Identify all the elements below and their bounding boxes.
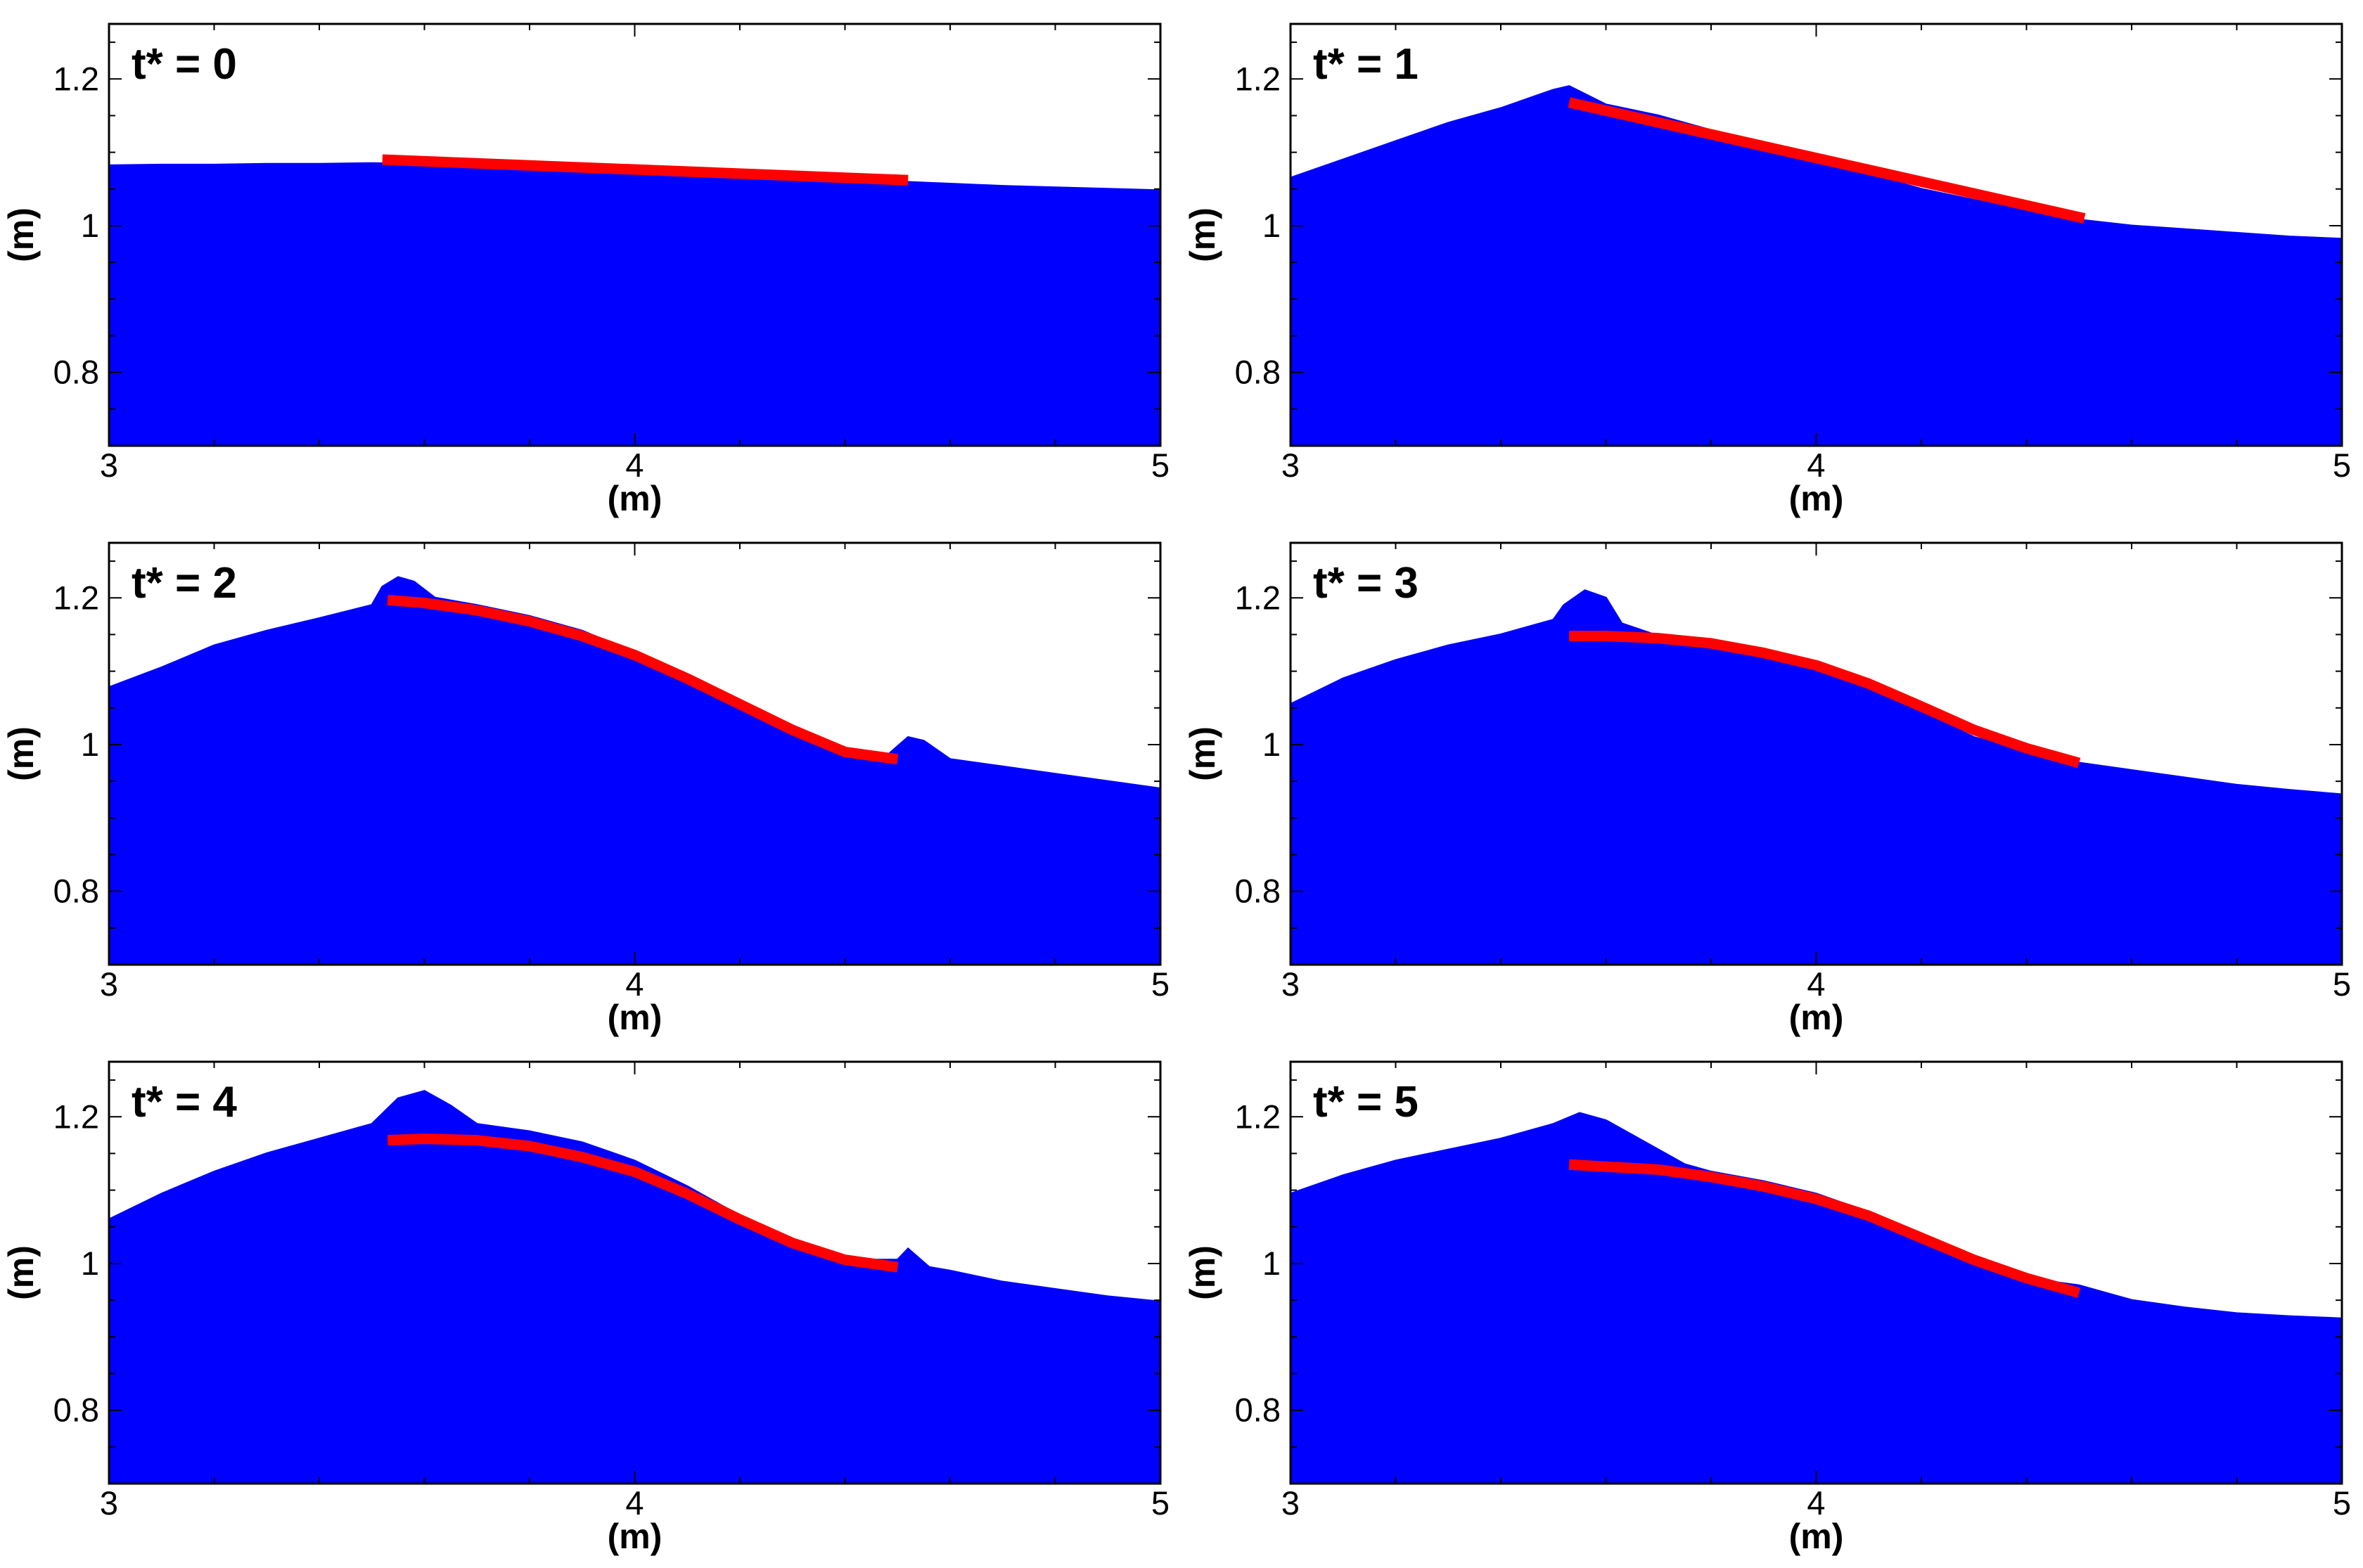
- plot-area: [1291, 589, 2342, 965]
- x-tick-label: 5: [2333, 965, 2351, 1003]
- panel-title: t* = 5: [1313, 1078, 1419, 1126]
- panel-title: t* = 1: [1313, 40, 1419, 89]
- plate-line: [382, 154, 909, 186]
- y-tick-label: 1: [1262, 726, 1281, 763]
- plot-area: [109, 1090, 1160, 1484]
- panel-title: t* = 3: [1313, 559, 1419, 608]
- y-tick-label: 1: [81, 726, 99, 763]
- x-tick-label: 3: [100, 446, 118, 484]
- y-axis-label: (m): [1183, 726, 1222, 781]
- panel-title: t* = 0: [132, 40, 237, 89]
- plot-area: [1291, 85, 2342, 446]
- fluid-area: [1291, 589, 2342, 965]
- y-tick-label: 0.8: [1235, 354, 1281, 391]
- fluid-area: [1291, 85, 2342, 446]
- panel-title: t* = 2: [132, 559, 237, 608]
- plate-line: [1568, 1159, 2081, 1298]
- y-tick-label: 1.2: [53, 1098, 99, 1135]
- y-tick-label: 1.2: [1235, 60, 1281, 97]
- panel-5: 3 4 5 0.8 1 1.2 (m) (m) t* = 5: [1183, 1060, 2351, 1556]
- panel-0: 3 4 5 0.8 1 1.2 (m) (m) t* = 0: [1, 23, 1170, 518]
- fluid-area: [109, 162, 1160, 446]
- x-axis-label: (m): [608, 479, 662, 518]
- panel-3: 3 4 5 0.8 1 1.2 (m) (m) t* = 3: [1183, 541, 2351, 1037]
- x-tick-label: 3: [100, 965, 118, 1003]
- y-tick-label: 1.2: [1235, 1098, 1281, 1135]
- y-tick-label: 1: [1262, 1245, 1281, 1282]
- fluid-area: [109, 1090, 1160, 1484]
- panel-2: 3 4 5 0.8 1 1.2 (m) (m) t* = 2: [1, 541, 1170, 1037]
- x-tick-label: 5: [1151, 446, 1170, 484]
- y-axis-label: (m): [1183, 207, 1222, 262]
- y-axis-label: (m): [1183, 1245, 1222, 1300]
- x-tick-label: 5: [2333, 446, 2351, 484]
- plot-area: [1291, 1112, 2342, 1484]
- panel-1: 3 4 5 0.8 1 1.2 (m) (m) t* = 1: [1183, 23, 2351, 518]
- fluid-area: [109, 576, 1160, 965]
- plot-area: [109, 154, 1160, 446]
- x-tick-label: 4: [625, 965, 643, 1003]
- y-tick-label: 0.8: [53, 354, 99, 391]
- x-tick-label: 4: [625, 1484, 643, 1522]
- panel-4: 3 4 5 0.8 1 1.2 (m) (m) t* = 4: [1, 1060, 1170, 1556]
- y-tick-label: 1.2: [53, 60, 99, 97]
- y-tick-label: 0.8: [1235, 1392, 1281, 1429]
- y-tick-label: 1: [81, 207, 99, 244]
- plate-line: [1568, 97, 2086, 224]
- x-axis-label: (m): [608, 998, 662, 1037]
- x-tick-label: 4: [625, 446, 643, 484]
- y-tick-label: 1: [1262, 207, 1281, 244]
- x-tick-label: 3: [1281, 1484, 1300, 1522]
- x-tick-label: 3: [1281, 965, 1300, 1003]
- x-tick-label: 5: [1151, 965, 1170, 1003]
- x-tick-label: 4: [1807, 1484, 1825, 1522]
- x-tick-label: 3: [1281, 446, 1300, 484]
- y-axis-label: (m): [1, 726, 41, 781]
- fluid-area: [1291, 1112, 2342, 1484]
- x-axis-label: (m): [1789, 998, 1844, 1037]
- y-tick-label: 1: [81, 1245, 99, 1282]
- y-tick-label: 1.2: [53, 579, 99, 616]
- y-axis-label: (m): [1, 207, 41, 262]
- x-tick-label: 5: [1151, 1484, 1170, 1522]
- y-tick-label: 1.2: [1235, 579, 1281, 616]
- x-tick-label: 4: [1807, 965, 1825, 1003]
- plate-line: [387, 594, 899, 765]
- y-tick-label: 0.8: [1235, 873, 1281, 910]
- x-axis-label: (m): [1789, 1517, 1844, 1556]
- x-axis-label: (m): [1789, 479, 1844, 518]
- x-tick-label: 5: [2333, 1484, 2351, 1522]
- panel-title: t* = 4: [132, 1078, 237, 1126]
- y-tick-label: 0.8: [53, 873, 99, 910]
- plate-line: [1569, 631, 2081, 769]
- plot-area: [109, 576, 1160, 965]
- x-axis-label: (m): [608, 1517, 662, 1556]
- plate-line: [387, 1133, 899, 1273]
- x-tick-label: 3: [100, 1484, 118, 1522]
- y-tick-label: 0.8: [53, 1392, 99, 1429]
- y-axis-label: (m): [1, 1245, 41, 1300]
- x-tick-label: 4: [1807, 446, 1825, 484]
